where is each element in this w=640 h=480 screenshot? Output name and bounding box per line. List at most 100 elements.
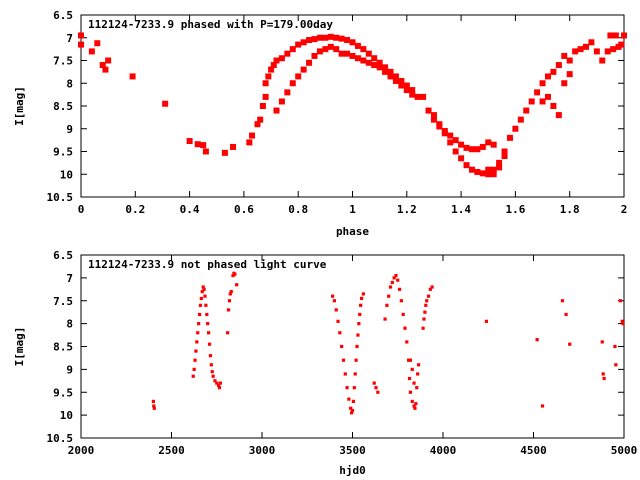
data-point bbox=[412, 381, 416, 385]
data-point bbox=[129, 73, 136, 80]
data-point bbox=[345, 386, 349, 390]
data-point bbox=[540, 404, 545, 408]
data-point bbox=[387, 294, 391, 298]
data-point bbox=[341, 358, 346, 362]
data-point bbox=[588, 39, 595, 46]
data-point bbox=[270, 62, 277, 69]
data-point bbox=[333, 46, 340, 53]
data-point bbox=[613, 344, 617, 349]
data-point bbox=[94, 40, 101, 47]
data-point bbox=[202, 287, 206, 291]
data-point bbox=[229, 290, 233, 294]
data-point bbox=[354, 55, 361, 62]
data-point bbox=[233, 272, 237, 276]
data-point bbox=[88, 48, 95, 55]
data-point bbox=[447, 132, 454, 139]
data-point bbox=[539, 80, 546, 87]
data-point bbox=[151, 399, 155, 403]
x-tick-label: 2 bbox=[621, 203, 628, 216]
data-point bbox=[564, 312, 568, 317]
data-point bbox=[550, 103, 557, 109]
data-point bbox=[350, 408, 355, 413]
data-point bbox=[458, 155, 465, 162]
data-point bbox=[359, 296, 364, 301]
x-tick-label: 1.2 bbox=[397, 203, 417, 216]
data-point bbox=[213, 379, 217, 383]
data-point bbox=[539, 98, 546, 105]
y-tick-label: 9.5 bbox=[53, 146, 73, 159]
data-point bbox=[208, 354, 213, 358]
data-point bbox=[207, 331, 211, 335]
data-point bbox=[479, 170, 486, 177]
data-points bbox=[151, 271, 625, 415]
data-point bbox=[390, 280, 394, 285]
data-point bbox=[360, 57, 367, 64]
data-point bbox=[99, 62, 106, 69]
data-point bbox=[322, 46, 329, 53]
data-point bbox=[408, 390, 413, 394]
data-point bbox=[416, 372, 420, 376]
data-point bbox=[371, 62, 378, 69]
data-point bbox=[194, 141, 201, 148]
data-point bbox=[246, 139, 253, 146]
y-tick-label: 9 bbox=[66, 363, 73, 376]
data-point bbox=[289, 80, 296, 87]
data-point bbox=[200, 142, 207, 149]
data-point bbox=[202, 148, 209, 155]
data-point bbox=[479, 143, 486, 150]
x-tick-label: 1.4 bbox=[451, 203, 471, 216]
data-point bbox=[209, 363, 213, 367]
data-point bbox=[203, 294, 207, 298]
data-point bbox=[593, 48, 600, 55]
data-point bbox=[463, 162, 470, 169]
data-point bbox=[300, 66, 307, 73]
data-point bbox=[218, 381, 222, 385]
data-point bbox=[78, 41, 84, 48]
data-point bbox=[430, 112, 437, 119]
data-point bbox=[474, 168, 481, 175]
data-point bbox=[408, 358, 413, 362]
data-point bbox=[205, 312, 209, 317]
data-point bbox=[196, 331, 200, 335]
data-point bbox=[338, 35, 345, 42]
x-tick-label: 2500 bbox=[158, 444, 185, 457]
data-point bbox=[423, 310, 427, 314]
data-point bbox=[210, 370, 214, 374]
data-point bbox=[227, 299, 232, 303]
data-point bbox=[420, 93, 427, 100]
data-point bbox=[555, 112, 562, 119]
data-point bbox=[544, 93, 551, 100]
data-point bbox=[568, 342, 572, 346]
data-point bbox=[349, 411, 354, 415]
data-point bbox=[349, 52, 356, 59]
data-point bbox=[599, 57, 606, 64]
data-point bbox=[259, 103, 266, 109]
data-point bbox=[343, 372, 347, 376]
data-point bbox=[361, 292, 365, 296]
data-point bbox=[396, 278, 400, 282]
x-tick-label: 4000 bbox=[430, 444, 457, 457]
data-point bbox=[392, 73, 399, 80]
data-point bbox=[485, 139, 492, 146]
data-point bbox=[398, 82, 405, 89]
data-point bbox=[105, 57, 112, 64]
data-point bbox=[425, 107, 432, 114]
data-point bbox=[528, 98, 535, 105]
data-point bbox=[152, 404, 156, 408]
data-point bbox=[192, 367, 196, 371]
data-point bbox=[365, 59, 372, 66]
data-point bbox=[534, 89, 541, 96]
x-tick-label: 1.6 bbox=[505, 203, 525, 216]
x-tick-label: 4500 bbox=[520, 444, 547, 457]
data-point bbox=[485, 171, 492, 178]
y-tick-label: 9 bbox=[66, 123, 73, 136]
data-point bbox=[199, 296, 203, 301]
data-point bbox=[268, 66, 275, 73]
data-point bbox=[382, 64, 389, 71]
data-point bbox=[207, 342, 212, 346]
data-point bbox=[618, 41, 625, 48]
data-point bbox=[405, 340, 409, 344]
x-axis-label: phase bbox=[336, 225, 369, 238]
data-point bbox=[327, 43, 334, 50]
y-tick-label: 7 bbox=[66, 272, 73, 285]
